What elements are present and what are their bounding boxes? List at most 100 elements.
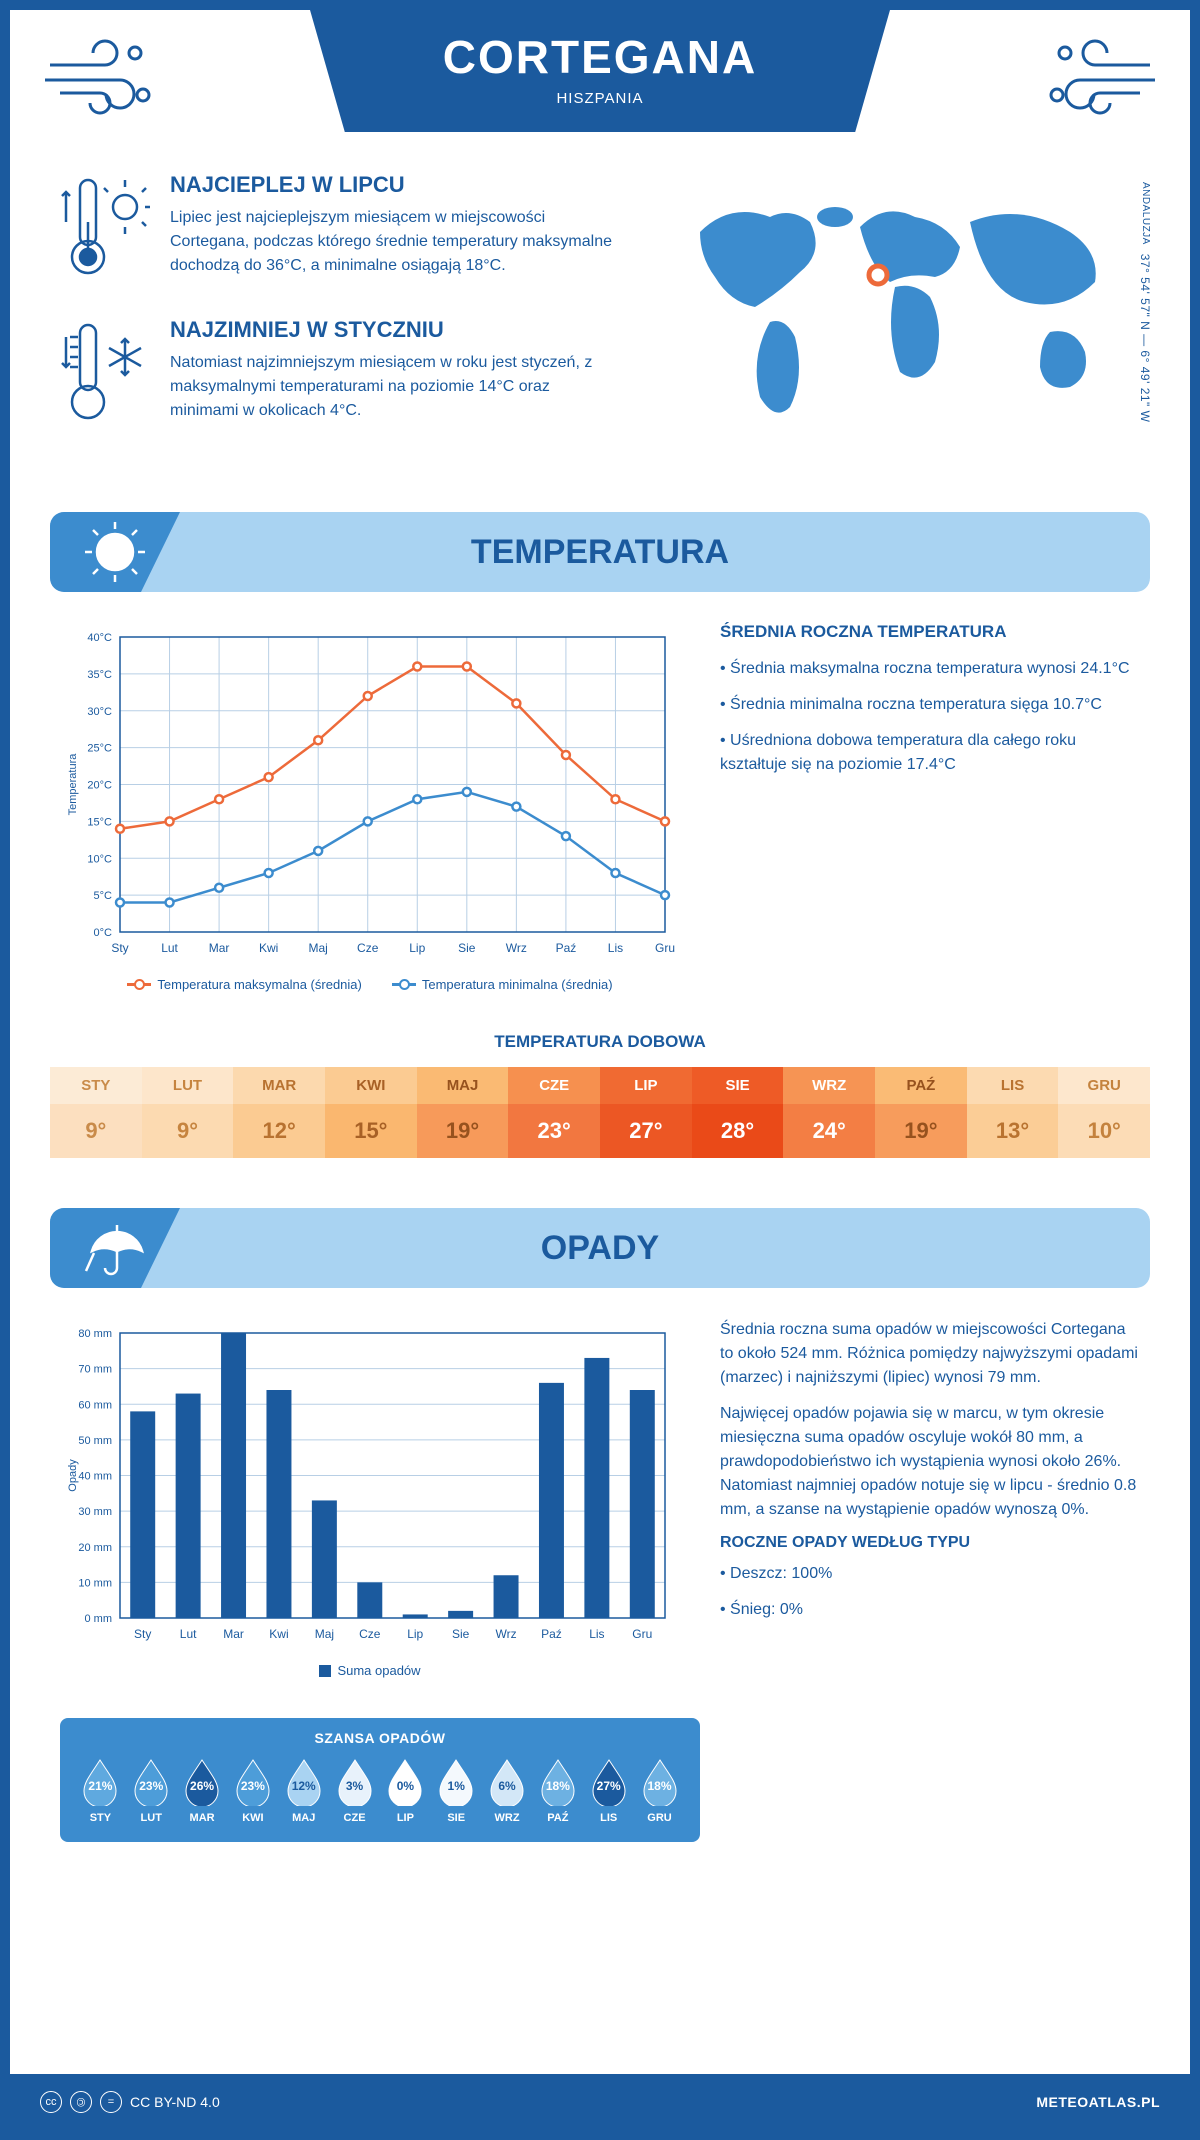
legend-max: Temperatura maksymalna (średnia): [157, 977, 361, 992]
by-icon: 🄯: [70, 2091, 92, 2113]
coldest-block: NAJZIMNIEJ W STYCZNIU Natomiast najzimni…: [60, 317, 620, 432]
svg-text:35°C: 35°C: [87, 669, 112, 681]
daily-cell: LIP 27°: [600, 1067, 692, 1158]
precipitation-chart-row: 0 mm 10 mm 20 mm 30 mm 40 mm 50 mm 60 mm 70 mm 8…: [10, 1288, 1190, 1708]
svg-text:Lip: Lip: [409, 941, 425, 955]
svg-text:30 mm: 30 mm: [78, 1506, 112, 1518]
chance-drop: 26% MAR: [177, 1758, 228, 1824]
chance-drop: 23% LUT: [126, 1758, 177, 1824]
svg-text:Lut: Lut: [180, 1627, 197, 1641]
warmest-title: NAJCIEPLEJ W LIPCU: [170, 172, 620, 198]
svg-text:Gru: Gru: [655, 941, 675, 955]
svg-text:10°C: 10°C: [87, 853, 112, 865]
coldest-body: Natomiast najzimniejszym miesiącem w rok…: [170, 351, 620, 423]
precip-type-bullet: • Deszcz: 100%: [720, 1562, 1140, 1586]
precip-p1: Średnia roczna suma opadów w miejscowośc…: [720, 1318, 1140, 1390]
daily-cell: GRU 10°: [1058, 1067, 1150, 1158]
rain-chance-box: SZANSA OPADÓW 21% STY 23% LUT 26% MAR 23…: [60, 1718, 700, 1842]
svg-text:10 mm: 10 mm: [78, 1577, 112, 1589]
precip-type-title: ROCZNE OPADY WEDŁUG TYPU: [720, 1534, 1140, 1552]
chance-drop: 27% LIS: [583, 1758, 634, 1824]
svg-text:Mar: Mar: [209, 941, 230, 955]
chance-drop: 0% LIP: [380, 1758, 431, 1824]
coords-text: 37° 54' 57" N — 6° 49' 21" W: [1138, 254, 1152, 423]
thermometer-snow-icon: [60, 317, 150, 432]
chance-drop: 6% WRZ: [482, 1758, 533, 1824]
thermometer-sun-icon: [60, 172, 150, 287]
svg-text:Sie: Sie: [458, 941, 476, 955]
precip-legend: Suma opadów: [60, 1663, 680, 1678]
svg-text:80 mm: 80 mm: [78, 1328, 112, 1340]
chance-drop: 23% KWI: [227, 1758, 278, 1824]
svg-text:Kwi: Kwi: [269, 1627, 288, 1641]
daily-cell: MAJ 19°: [417, 1067, 509, 1158]
daily-cell: SIE 28°: [692, 1067, 784, 1158]
warmest-body: Lipiec jest najcieplejszym miesiącem w m…: [170, 206, 620, 278]
svg-text:Paź: Paź: [541, 1627, 562, 1641]
header-banner: CORTEGANA HISZPANIA: [310, 10, 890, 132]
precip-p2: Najwięcej opadów pojawia się w marcu, w …: [720, 1402, 1140, 1522]
wind-icon: [1045, 35, 1155, 120]
svg-text:Opady: Opady: [67, 1459, 79, 1492]
temperature-title: TEMPERATURA: [50, 533, 1150, 572]
svg-text:0°C: 0°C: [94, 927, 113, 939]
footer: cc 🄯 = CC BY-ND 4.0 METEOATLAS.PL: [10, 2074, 1190, 2130]
svg-text:40 mm: 40 mm: [78, 1471, 112, 1483]
svg-text:60 mm: 60 mm: [78, 1399, 112, 1411]
precipitation-summary: Średnia roczna suma opadów w miejscowośc…: [720, 1318, 1140, 1678]
svg-text:Maj: Maj: [309, 941, 328, 955]
temp-legend: Temperatura maksymalna (średnia) Tempera…: [60, 977, 680, 992]
daily-temp-title: TEMPERATURA DOBOWA: [10, 1032, 1190, 1052]
world-map: ANDALUZJA 37° 54' 57" N — 6° 49' 21" W: [660, 172, 1140, 462]
svg-text:Lis: Lis: [589, 1627, 604, 1641]
site-name: METEOATLAS.PL: [1036, 2094, 1160, 2110]
chance-drop: 18% PAŹ: [532, 1758, 583, 1824]
svg-text:Temperatura: Temperatura: [67, 753, 79, 816]
svg-text:40°C: 40°C: [87, 632, 112, 644]
svg-text:30°C: 30°C: [87, 706, 112, 718]
svg-text:20 mm: 20 mm: [78, 1542, 112, 1554]
country-subtitle: HISZPANIA: [340, 90, 860, 107]
daily-cell: LIS 13°: [967, 1067, 1059, 1158]
svg-text:Cze: Cze: [359, 1627, 381, 1641]
precip-type-bullet: • Śnieg: 0%: [720, 1598, 1140, 1622]
svg-text:Wrz: Wrz: [506, 941, 527, 955]
license: cc 🄯 = CC BY-ND 4.0: [40, 2091, 220, 2113]
daily-cell: WRZ 24°: [783, 1067, 875, 1158]
coldest-title: NAJZIMNIEJ W STYCZNIU: [170, 317, 620, 343]
chance-drop: 12% MAJ: [278, 1758, 329, 1824]
svg-text:Wrz: Wrz: [495, 1627, 516, 1641]
precipitation-title: OPADY: [50, 1229, 1150, 1268]
temp-bullet: • Średnia maksymalna roczna temperatura …: [720, 657, 1140, 681]
svg-text:Kwi: Kwi: [259, 941, 278, 955]
wind-icon: [45, 35, 155, 120]
svg-text:15°C: 15°C: [87, 816, 112, 828]
temperature-summary: ŚREDNIA ROCZNA TEMPERATURA • Średnia mak…: [720, 622, 1140, 992]
svg-text:0 mm: 0 mm: [85, 1613, 113, 1625]
svg-text:Paź: Paź: [556, 941, 577, 955]
region-label: ANDALUZJA: [1140, 182, 1151, 245]
cc-icon: cc: [40, 2091, 62, 2113]
svg-text:Lut: Lut: [161, 941, 178, 955]
svg-text:70 mm: 70 mm: [78, 1364, 112, 1376]
temperature-chart-row: 0°C5°C10°C15°C20°C25°C30°C35°C40°CStyLut…: [10, 592, 1190, 1022]
svg-text:Gru: Gru: [632, 1627, 652, 1641]
svg-text:Cze: Cze: [357, 941, 379, 955]
svg-text:Mar: Mar: [223, 1627, 244, 1641]
daily-cell: PAŹ 19°: [875, 1067, 967, 1158]
temp-bullet: • Uśredniona dobowa temperatura dla całe…: [720, 729, 1140, 777]
svg-text:50 mm: 50 mm: [78, 1435, 112, 1447]
temp-bullet: • Średnia minimalna roczna temperatura s…: [720, 693, 1140, 717]
daily-temp-table: STY 9°LUT 9°MAR 12°KWI 15°MAJ 19°CZE 23°…: [50, 1067, 1150, 1158]
svg-text:Sie: Sie: [452, 1627, 470, 1641]
coordinates: ANDALUZJA 37° 54' 57" N — 6° 49' 21" W: [1138, 182, 1152, 422]
chance-drop: 1% SIE: [431, 1758, 482, 1824]
svg-text:Lip: Lip: [407, 1627, 423, 1641]
svg-text:20°C: 20°C: [87, 780, 112, 792]
svg-text:5°C: 5°C: [94, 890, 113, 902]
intro-section: NAJCIEPLEJ W LIPCU Lipiec jest najcieple…: [10, 132, 1190, 492]
svg-text:Maj: Maj: [315, 1627, 334, 1641]
svg-text:25°C: 25°C: [87, 743, 112, 755]
daily-cell: STY 9°: [50, 1067, 142, 1158]
daily-cell: KWI 15°: [325, 1067, 417, 1158]
